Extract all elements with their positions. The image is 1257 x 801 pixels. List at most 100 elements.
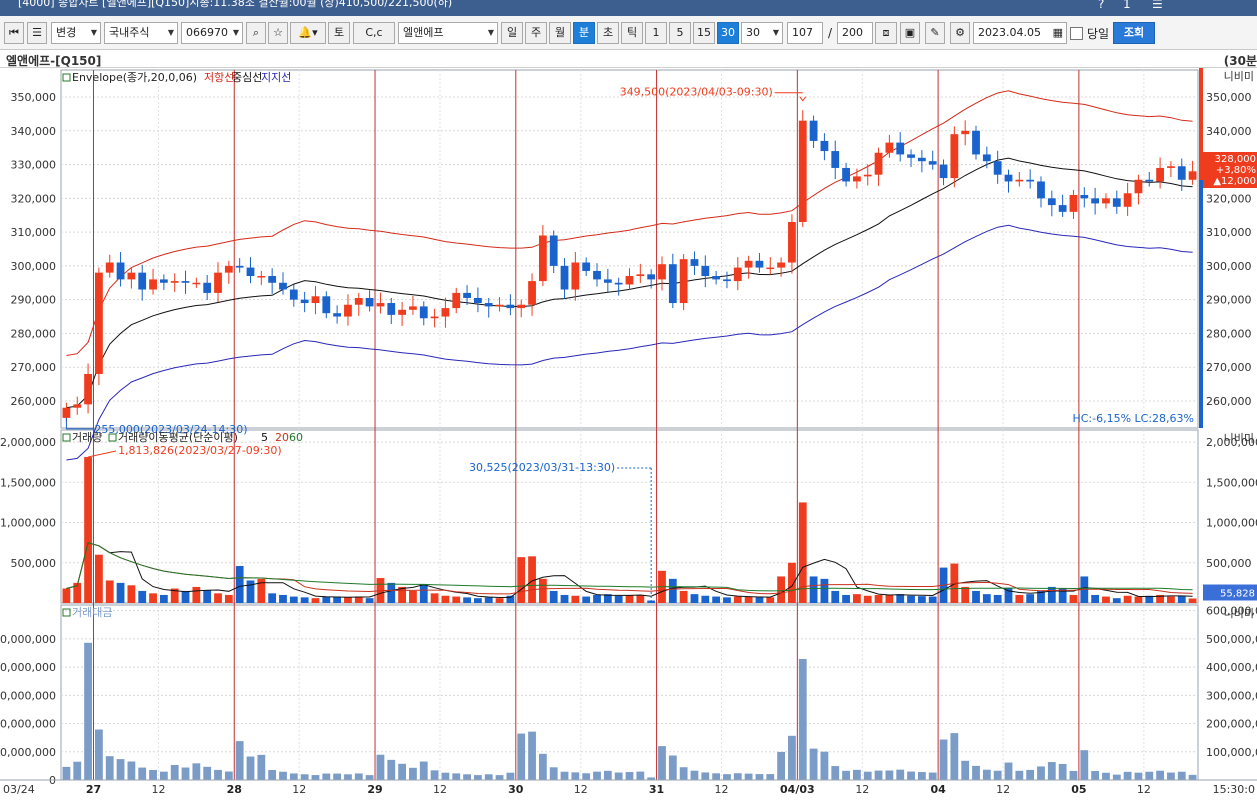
period-button-1[interactable]: 주: [525, 22, 547, 44]
minute-button-30[interactable]: 30: [717, 22, 739, 44]
period-button-3[interactable]: 분: [573, 22, 595, 44]
stock-chart[interactable]: 260,000 260,000 270,000 270,000 280,000 280,0…: [0, 68, 1257, 801]
total-input[interactable]: 200: [837, 22, 873, 44]
amount-bar: [257, 754, 266, 780]
price-tick-left: 260,000: [11, 395, 57, 408]
candle-body: [495, 304, 504, 307]
volume-legend-ma: 거래량이동평균(단순이평): [118, 431, 238, 444]
date-input[interactable]: 2023.04.05 ▦: [973, 22, 1067, 44]
volume-bar: [387, 582, 396, 603]
amount-bar: [723, 774, 731, 780]
alarm-icon[interactable]: 🔔▾: [290, 22, 326, 44]
x-axis-day-label: 04: [930, 783, 946, 796]
volume-bar: [224, 594, 233, 603]
interval-select[interactable]: 30: [741, 22, 783, 44]
amount-bar: [625, 772, 634, 780]
candle-body: [538, 235, 547, 282]
amount-bar: [993, 770, 1002, 780]
volume-bar: [1026, 594, 1035, 603]
x-axis-noon-label: 12: [292, 783, 306, 796]
volume-max-annotation-label: 1,813,826(2023/03/27-09:30): [118, 444, 282, 457]
amount-bar: [885, 770, 894, 780]
candle-body: [463, 292, 471, 298]
amount-scale-tag: 니비미: [1224, 607, 1254, 620]
search-icon[interactable]: ⌕: [246, 22, 266, 44]
star-icon[interactable]: ☆: [268, 22, 288, 44]
price-tick-right: 260,000: [1206, 395, 1252, 408]
amount-bar: [203, 766, 212, 780]
market-select[interactable]: 국내주식: [104, 22, 178, 44]
save-icon[interactable]: ▣: [900, 22, 920, 44]
candle-body: [907, 154, 915, 158]
code-input[interactable]: 066970: [181, 22, 243, 44]
price-tick-right: 280,000: [1206, 327, 1252, 340]
volume-bar: [755, 597, 764, 603]
legend-toggle-icon: [62, 73, 71, 82]
candle-body: [138, 272, 147, 290]
volume-bar: [972, 590, 980, 603]
volume-bar: [1134, 596, 1143, 603]
period-button-2[interactable]: 월: [549, 22, 571, 44]
candle-body: [961, 130, 970, 135]
amount-bar: [636, 771, 645, 780]
amount-bar: [766, 774, 775, 780]
candle-body: [127, 272, 136, 280]
menu-icon[interactable]: ☰: [1152, 0, 1163, 11]
to-button[interactable]: 토: [328, 22, 350, 44]
candle-body: [116, 262, 125, 280]
min-annotation-label: 255,000(2023/03/24-14:30): [94, 423, 247, 436]
stock-name-field[interactable]: 엘앤에프: [398, 22, 498, 44]
volume-bar: [1177, 595, 1186, 603]
period-button-0[interactable]: 일: [501, 22, 523, 44]
window-title: [4000] 종합차트 [엘앤에프][Q150]시총:11.38조 결산월:00…: [18, 0, 453, 9]
cc-button[interactable]: C,c: [353, 22, 395, 44]
search-button[interactable]: 조회: [1113, 22, 1155, 44]
minute-button-5[interactable]: 5: [669, 22, 691, 44]
page-button[interactable]: 1: [1123, 0, 1131, 11]
min-annotation-line: [65, 417, 95, 430]
candle-body: [387, 303, 396, 315]
count-input[interactable]: 107: [787, 22, 823, 44]
volume-bar: [1123, 595, 1132, 603]
candle-body: [647, 274, 656, 280]
amount-bar: [409, 767, 417, 780]
volume-bar: [517, 557, 526, 603]
help-button[interactable]: ?: [1098, 0, 1105, 11]
volume-bar: [95, 554, 103, 603]
amount-bar: [939, 739, 948, 780]
calendar-icon[interactable]: ▦: [1052, 26, 1063, 39]
amount-bar: [647, 777, 656, 780]
price-legend-lower: 지지선: [261, 71, 291, 84]
amount-bar: [484, 774, 493, 780]
volume-bar: [625, 595, 634, 603]
volume-bar: [701, 595, 710, 603]
candle-body: [300, 299, 309, 304]
first-page-icon[interactable]: ⏮: [4, 22, 24, 44]
volume-bar: [538, 578, 547, 603]
candle-body: [95, 272, 103, 374]
x-axis-day-label: 30: [508, 783, 524, 796]
amount-bar: [950, 733, 959, 780]
amount-bar: [701, 772, 710, 780]
amount-bar: [744, 773, 753, 780]
today-checkbox[interactable]: [1070, 27, 1083, 40]
amount-bar: [755, 774, 764, 780]
minute-button-15[interactable]: 15: [693, 22, 715, 44]
minute-button-1[interactable]: 1: [645, 22, 667, 44]
mode-select[interactable]: 변경: [51, 22, 101, 44]
volume-bar: [1004, 587, 1013, 603]
volume-bar: [712, 596, 721, 603]
volume-bar: [1156, 594, 1164, 603]
period-button-4[interactable]: 초: [597, 22, 619, 44]
pen-icon[interactable]: ✎: [925, 22, 945, 44]
layout-icon[interactable]: ☰: [27, 22, 47, 44]
period-button-5[interactable]: 틱: [621, 22, 643, 44]
price-tick-left: 290,000: [11, 294, 57, 307]
volume-bar: [777, 576, 785, 603]
candle-type-icon[interactable]: ⧈: [875, 22, 897, 44]
volume-bar: [636, 594, 645, 603]
amount-bar: [593, 771, 601, 780]
candle-body: [1188, 171, 1197, 180]
amount-bar: [907, 771, 915, 780]
gear-icon[interactable]: ⚙: [950, 22, 970, 44]
